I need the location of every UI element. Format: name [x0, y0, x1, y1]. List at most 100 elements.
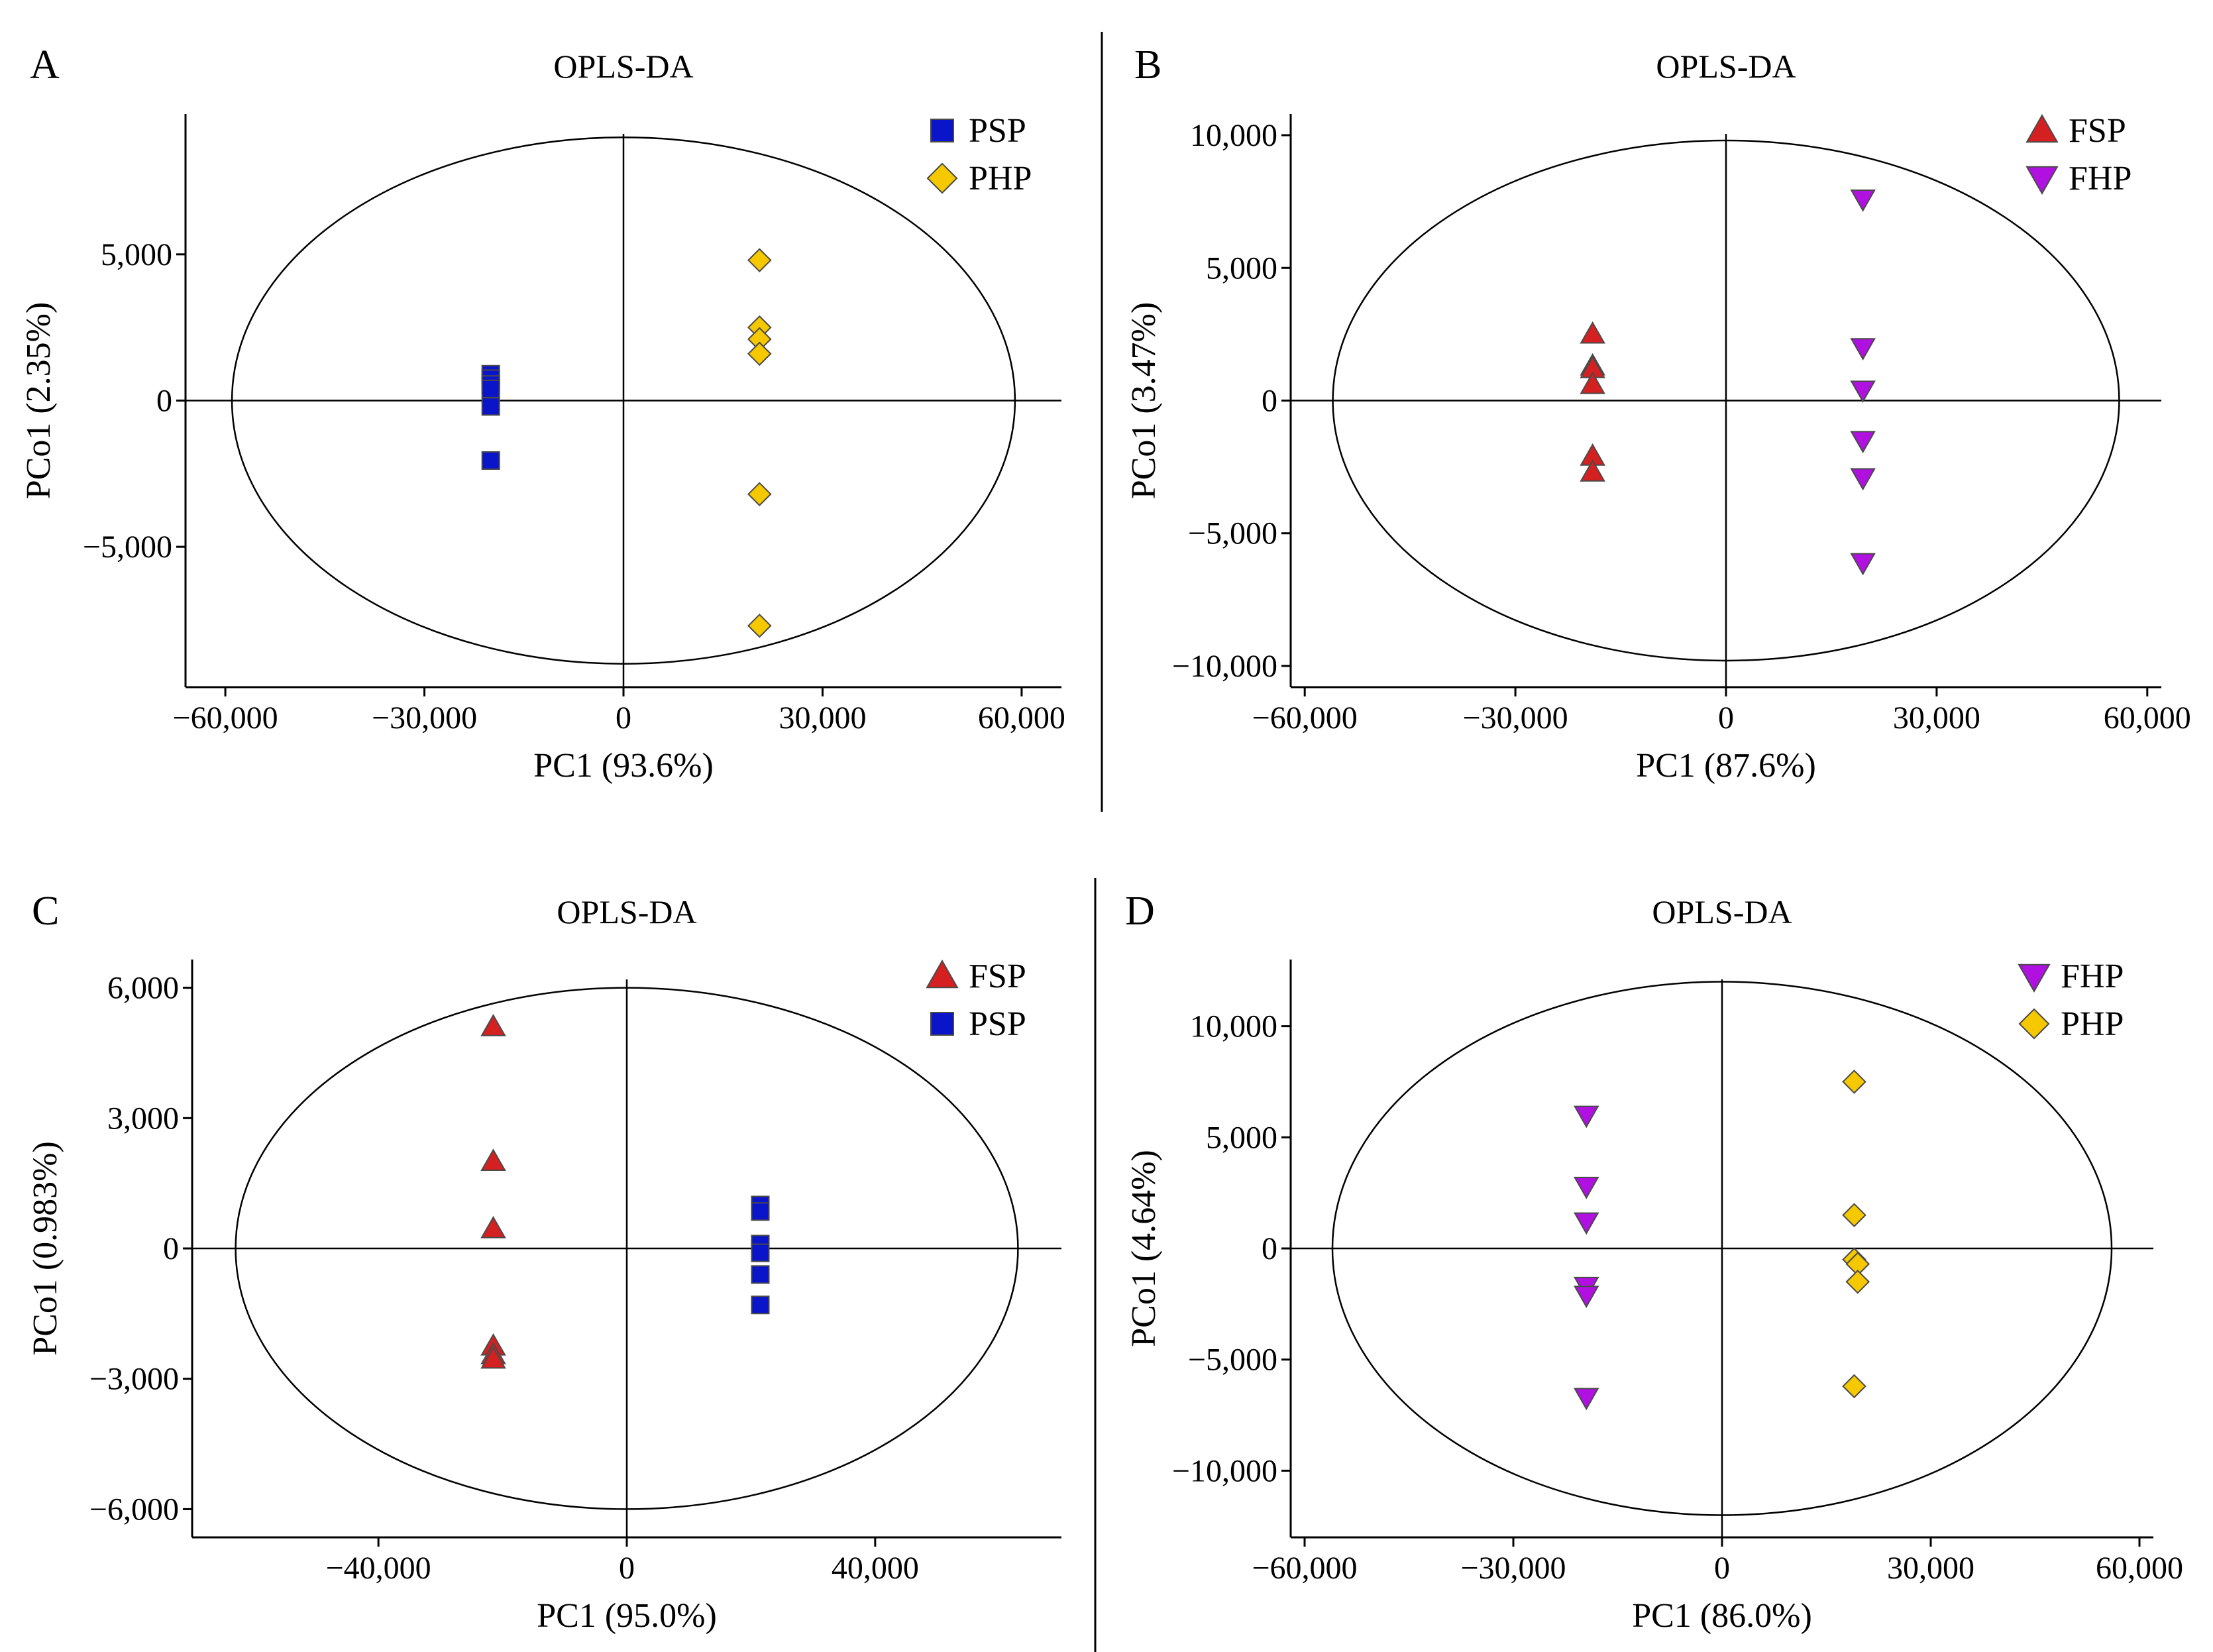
data-point-psp — [481, 451, 500, 470]
y-tick-label: 0 — [1262, 384, 1277, 419]
x-tick-label: 60,000 — [2096, 1551, 2183, 1586]
data-point-fhp — [1573, 1212, 1599, 1235]
legend-label: PSP — [969, 1005, 1026, 1043]
legend-marker-fsp — [2025, 114, 2059, 143]
panel-b: B OPLS-DA −60,000 −30,000 0 30,000 60,000 10,00… — [1125, 42, 2191, 785]
x-tick-label: 30,000 — [779, 700, 866, 736]
x-tick-label: 60,000 — [978, 700, 1065, 736]
y-tick-label: −10,000 — [1172, 649, 1277, 684]
panel-letter: C — [32, 889, 59, 934]
data-point-php — [1842, 1203, 1866, 1228]
data-point-php — [1845, 1269, 1870, 1294]
data-point-psp — [481, 397, 500, 416]
y-tick-label: 5,000 — [1206, 250, 1277, 286]
panel-letter: A — [30, 42, 60, 87]
y-tick-label: 5,000 — [101, 237, 172, 272]
data-point-fsp — [480, 1215, 506, 1239]
data-point-fhp — [1573, 1388, 1599, 1411]
data-point-php — [747, 482, 772, 507]
data-point-fsp — [1580, 371, 1605, 394]
chart-title: OPLS-DA — [1652, 893, 1792, 930]
legend-label: PSP — [969, 112, 1026, 150]
panel-letter: B — [1134, 42, 1161, 87]
data-point-psp — [751, 1243, 770, 1262]
chart-title: OPLS-DA — [1656, 48, 1796, 85]
data-point-php — [747, 341, 772, 366]
y-axis-label: PCo1 (4.64%) — [1125, 1150, 1163, 1347]
data-point-fsp — [1580, 321, 1605, 344]
x-tick-label: −60,000 — [1252, 1551, 1357, 1586]
confidence-ellipse — [231, 137, 1016, 665]
data-point-php — [1842, 1374, 1866, 1399]
confidence-ellipse — [1332, 139, 2120, 662]
panel-c: C OPLS-DA −40,000 0 40,000 6,000 3,000 0 −3,000 −… — [27, 889, 1061, 1635]
data-point-psp — [481, 379, 500, 398]
legend-marker-fhp — [2018, 964, 2051, 993]
legend-label: FHP — [2061, 958, 2124, 995]
data-point-fhp — [1850, 431, 1876, 454]
y-tick-label: −5,000 — [83, 529, 172, 565]
y-tick-label: −5,000 — [1188, 1343, 1277, 1378]
legend-marker-psp — [930, 119, 954, 142]
data-point-fhp — [1573, 1105, 1599, 1129]
y-tick-label: 3,000 — [107, 1101, 179, 1136]
y-tick-label: 6,000 — [107, 971, 179, 1006]
confidence-ellipse — [235, 987, 1019, 1510]
legend-label: FSP — [969, 958, 1026, 995]
x-tick-label: −30,000 — [1460, 1551, 1566, 1586]
legend-label: FSP — [2069, 112, 2126, 150]
x-tick-label: −30,000 — [372, 700, 477, 736]
x-axis-label: PC1 (93.6%) — [533, 747, 714, 785]
y-axis-label: PCo1 (2.35%) — [20, 302, 58, 500]
x-tick-label: −40,000 — [326, 1551, 431, 1586]
data-point-fsp — [1580, 459, 1605, 482]
data-point-fsp — [480, 1148, 506, 1172]
x-tick-label: −60,000 — [173, 700, 278, 736]
data-point-fhp — [1850, 338, 1876, 360]
chart-title: OPLS-DA — [557, 893, 696, 930]
x-tick-label: −60,000 — [1252, 700, 1358, 736]
data-point-psp — [751, 1202, 770, 1221]
x-tick-label: 0 — [1718, 700, 1734, 736]
x-axis-label: PC1 (86.0%) — [1632, 1597, 1812, 1635]
confidence-ellipse — [1331, 981, 2113, 1516]
y-tick-label: 0 — [156, 384, 172, 419]
x-tick-label: 40,000 — [832, 1551, 919, 1586]
y-tick-label: −6,000 — [89, 1492, 179, 1527]
y-tick-label: 10,000 — [1190, 1009, 1277, 1044]
y-axis-label: PCo1 (0.983%) — [27, 1141, 64, 1356]
legend-marker-fsp — [926, 960, 959, 989]
data-point-php — [747, 614, 772, 638]
x-tick-label: −30,000 — [1463, 700, 1568, 736]
x-tick-label: 0 — [1714, 1551, 1730, 1586]
panel-letter: D — [1125, 889, 1155, 934]
y-tick-label: 5,000 — [1206, 1120, 1277, 1155]
data-point-php — [747, 248, 772, 272]
data-point-fhp — [1850, 553, 1876, 576]
chart-title: OPLS-DA — [553, 48, 693, 85]
data-point-fsp — [480, 1346, 506, 1369]
data-point-fhp — [1573, 1176, 1599, 1199]
x-tick-label: 60,000 — [2104, 700, 2191, 736]
panel-a: A OPLS-DA −60,000 −30,000 0 30,000 60,000 5,000… — [20, 42, 1065, 785]
y-tick-label: −10,000 — [1172, 1453, 1277, 1488]
legend-label: FHP — [2069, 160, 2132, 197]
y-tick-label: −5,000 — [1188, 516, 1277, 551]
x-axis-label: PC1 (87.6%) — [1636, 747, 1816, 785]
data-point-fhp — [1850, 380, 1876, 404]
x-tick-label: 30,000 — [1887, 1551, 1974, 1586]
data-point-fhp — [1850, 189, 1876, 212]
y-tick-label: −3,000 — [89, 1362, 179, 1397]
data-point-php — [1842, 1070, 1866, 1094]
y-tick-label: 10,000 — [1190, 118, 1277, 153]
data-point-fhp — [1573, 1286, 1599, 1308]
x-tick-label: 30,000 — [1893, 700, 1980, 736]
panel-d: D OPLS-DA −60,000 −30,000 0 30,000 60,000 10,00… — [1125, 889, 2183, 1635]
data-point-psp — [751, 1265, 770, 1284]
legend-marker-php — [2018, 1008, 2050, 1040]
x-tick-label: 0 — [619, 1551, 635, 1586]
legend-label: PHP — [2061, 1005, 2124, 1043]
legend-marker-php — [926, 162, 958, 194]
data-point-psp — [751, 1295, 770, 1315]
